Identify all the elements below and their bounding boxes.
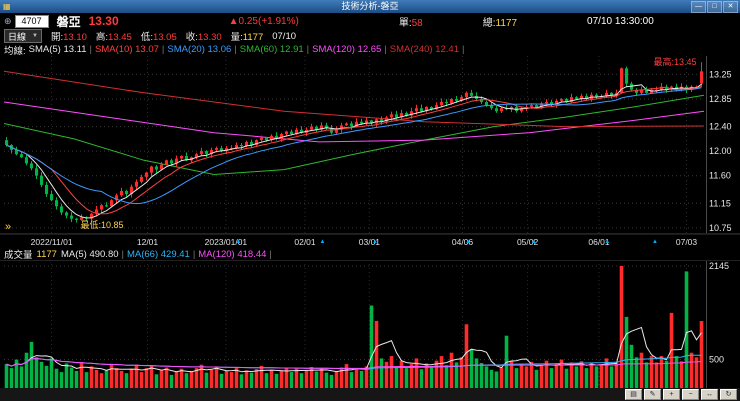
volume-ma-legend: MA(5) 490.80 | MA(66) 429.41 | MA(120) 418.4… [61, 249, 272, 260]
svg-text:12.40: 12.40 [709, 122, 732, 132]
symbol-input[interactable]: 4707 [14, 14, 49, 28]
app-icon: ▦ [3, 2, 11, 11]
target-icon[interactable]: ⊕ [4, 15, 12, 26]
low-value: 低:13.05 [140, 32, 177, 43]
zoom-out-button[interactable]: − [682, 389, 699, 400]
svg-text:10.75: 10.75 [709, 223, 732, 233]
svg-text:11.15: 11.15 [709, 198, 731, 208]
pan-button[interactable]: ↔ [701, 389, 718, 400]
svg-text:最高:13.45: 最高:13.45 [653, 56, 696, 67]
volume-header-value: 1177 [36, 248, 57, 260]
x-axis-label: 02/01 [294, 237, 316, 247]
svg-text:12.85: 12.85 [709, 94, 732, 104]
x-axis-label: 05/02 [516, 237, 539, 247]
svg-text:11.60: 11.60 [709, 171, 731, 181]
svg-text:2145: 2145 [709, 261, 729, 271]
event-marker-icon[interactable]: ▲ [530, 239, 537, 245]
volume-value: 量:1177 [230, 32, 264, 43]
volume-chart[interactable]: 2145 500 [0, 260, 740, 388]
ma-legend-item: SMA(120) 12.65 [312, 44, 382, 55]
event-marker-icon[interactable]: ▲ [235, 239, 242, 245]
quote-timestamp: 07/10 13:30:00 [587, 15, 654, 27]
title-bar[interactable]: ▦ 技術分析-磐亞 — □ ✕ [0, 0, 740, 13]
x-axis-label: 03/01 [358, 237, 381, 247]
ma-legend-item: SMA(5) 13.11 [28, 44, 87, 55]
open-value: 開:13.10 [50, 32, 87, 43]
ma-legend-item: SMA(20) 13.06 [167, 44, 232, 55]
high-value: 高:13.45 [95, 32, 132, 43]
ma-legend-item: SMA(60) 12.91 [239, 44, 304, 55]
total-volume: 總:1177 [482, 17, 518, 29]
price-change: ▲0.25(+1.91%) [228, 15, 299, 27]
maximize-button[interactable]: □ [707, 0, 722, 13]
volume-ma-legend-item: MA(5) 490.80 [60, 248, 119, 260]
ma-legend-prefix: 均線: [4, 45, 26, 57]
close-button[interactable]: ✕ [723, 0, 738, 13]
x-axis: 2022/11/01 12/01 2023/01/01 02/01 03/01 04/06… [0, 234, 740, 248]
bottom-toolbar: ▤ ✎ + − ↔ ↻ [0, 388, 740, 401]
svg-text:»: » [5, 221, 11, 233]
x-axis-label: 06/01 [588, 237, 610, 247]
event-marker-icon[interactable]: ▲ [652, 239, 658, 245]
period-dropdown[interactable]: 日線 ▼ [4, 29, 42, 43]
chevron-down-icon: ▼ [32, 33, 38, 39]
svg-text:500: 500 [709, 355, 724, 365]
x-axis-label: 2022/11/01 [30, 237, 73, 247]
ma-legend-bar: 均線: SMA(5) 13.11 | SMA(10) 13.07 | SMA(20) 1… [0, 43, 740, 57]
ma-legend-item: SMA(10) 13.07 [95, 44, 159, 55]
volume-ma-legend-item: MA(66) 429.41 [126, 248, 190, 260]
volume-header: 成交量 1177 MA(5) 490.80 | MA(66) 429.41 | MA(1… [0, 248, 740, 262]
bar-date: 07/10 [272, 30, 297, 42]
refresh-button[interactable]: ↻ [720, 389, 737, 400]
legend-separator: | [192, 248, 196, 260]
last-price: 13.30 [88, 14, 119, 28]
volume-header-label: 成交量 [4, 250, 33, 261]
event-marker-icon[interactable]: ▲ [465, 239, 472, 245]
x-axis-label: 07/03 [675, 237, 698, 247]
svg-text:12.00: 12.00 [709, 146, 732, 156]
window-controls: — □ ✕ [691, 0, 738, 13]
volume-ma-legend-item: MA(120) 418.44 [198, 248, 267, 260]
legend-separator: | [234, 44, 237, 55]
x-axis-label: 2023/01/01 [204, 237, 248, 247]
ohlc-toolbar: 日線 ▼ 開:13.10 高:13.45 低:13.05 收:13.30 量:1… [0, 29, 740, 43]
legend-separator: | [461, 44, 465, 55]
zoom-in-button[interactable]: + [663, 389, 680, 400]
legend-separator: | [161, 44, 165, 55]
event-marker-icon[interactable]: ▲ [604, 239, 611, 245]
close-value: 收:13.30 [185, 32, 222, 43]
layout-button[interactable]: ▤ [625, 389, 642, 400]
draw-button[interactable]: ✎ [644, 389, 661, 400]
ma-legend-items: SMA(5) 13.11 | SMA(10) 13.07 | SMA(20) 13.06… [29, 44, 465, 55]
svg-text:最低:10.85: 最低:10.85 [81, 219, 124, 230]
x-axis-label: 12/01 [136, 237, 159, 247]
ma-legend-item: SMA(240) 12.41 [389, 44, 459, 55]
minimize-button[interactable]: — [691, 0, 706, 13]
event-marker-icon[interactable]: ▲ [372, 239, 378, 245]
legend-separator: | [121, 248, 124, 260]
legend-separator: | [384, 44, 387, 55]
legend-separator: | [89, 44, 93, 55]
quote-bar: ⊕ 4707 磐亞 13.30 ▲0.25(+1.91%) 單:58 總:117… [0, 13, 740, 29]
price-chart[interactable]: 13.25 12.85 12.40 12.00 11.60 11.15 10.75 最高:13… [0, 56, 740, 234]
legend-separator: | [306, 44, 310, 55]
window-title: 技術分析-磐亞 [341, 1, 399, 11]
single-volume: 單:58 [398, 17, 423, 29]
event-marker-icon[interactable]: ▲ [319, 239, 326, 245]
stock-name: 磐亞 [56, 14, 81, 29]
x-axis-label: 04/06 [451, 237, 474, 247]
svg-text:13.25: 13.25 [709, 69, 732, 79]
legend-separator: | [269, 248, 272, 260]
